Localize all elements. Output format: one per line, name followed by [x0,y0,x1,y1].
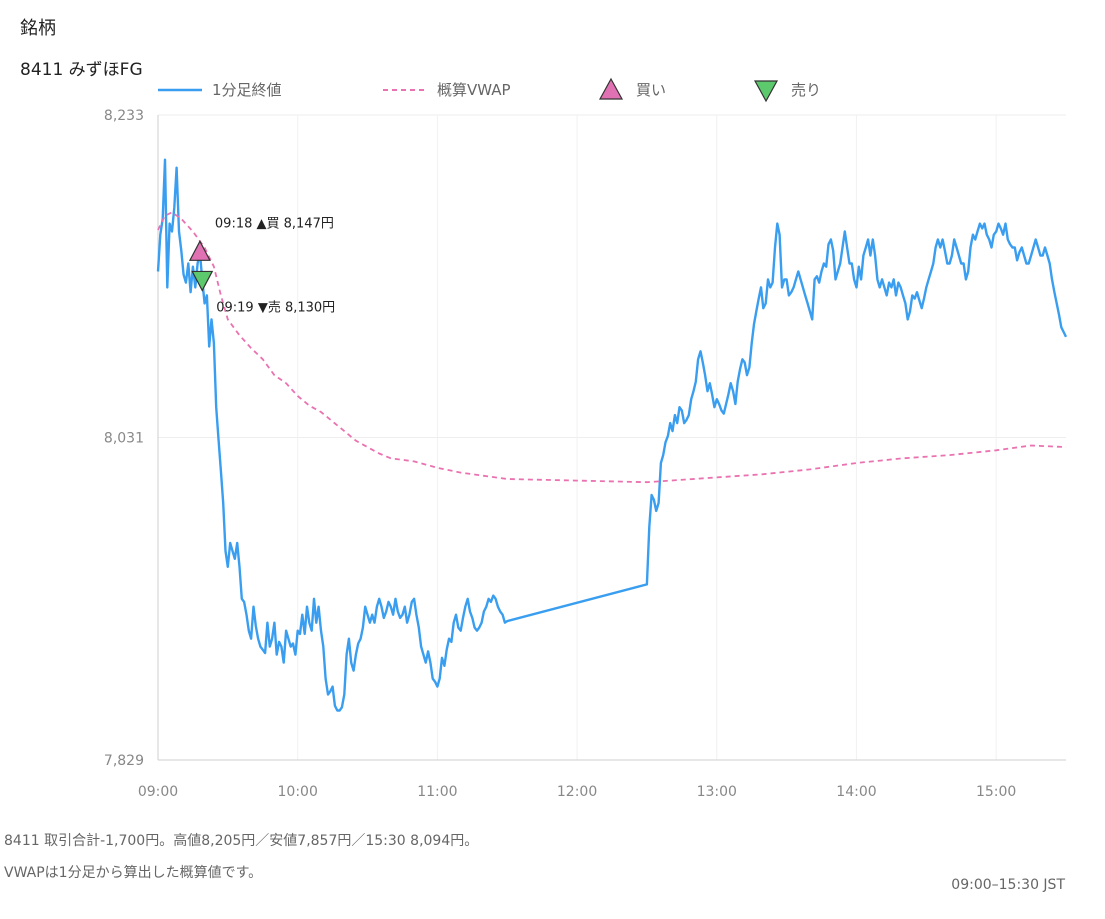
buy-marker [188,240,211,261]
symbol-name: 8411 みずほFG [20,60,143,80]
chart-series [156,158,1068,712]
legend-label: 概算VWAP [437,81,511,99]
y-tick-label: 7,829 [104,753,144,769]
chart-legend: 1分足終値 概算VWAP 買い 売り [158,77,821,103]
symbol-caption: 銘柄 [20,18,56,39]
vwap-line [157,211,1067,484]
legend-label: 売り [791,81,821,99]
x-tick-label: 11:00 [417,784,457,800]
y-tick-label: 8,031 [104,431,144,447]
x-tick-label: 10:00 [278,784,318,800]
y-tick-label: 8,233 [104,108,144,124]
x-tick-label: 13:00 [697,784,737,800]
x-tick-label: 14:00 [836,784,876,800]
chart-axes: 8,233 8,031 7,829 09:00 10:00 11:00 12:00 13:00… [104,108,1066,800]
sell-marker [191,270,214,292]
legend-label: 買い [636,81,666,99]
legend-sell-icon [753,80,779,103]
trade-summary: 8411 取引合計-1,700円。高値8,205円／安値7,857円／15:30… [4,833,479,849]
sell-marker-label: 09:19 ▼売 8,130円 [216,299,335,315]
buy-marker-label: 09:18 ▲買 8,147円 [215,216,334,231]
legend-buy-icon [598,77,624,100]
trade-markers: 09:18 ▲買 8,147円 09:19 ▼売 8,130円 [188,216,335,315]
chart-grid [157,114,1066,761]
legend-label: 1分足終値 [212,81,282,99]
x-tick-label: 12:00 [557,784,597,800]
x-tick-label: 09:00 [138,784,178,800]
time-range: 09:00–15:30 JST [951,877,1065,893]
vwap-note: VWAPは1分足から算出した概算値です。 [4,865,263,881]
x-tick-label: 15:00 [976,784,1016,800]
close-price-line [156,158,1068,712]
